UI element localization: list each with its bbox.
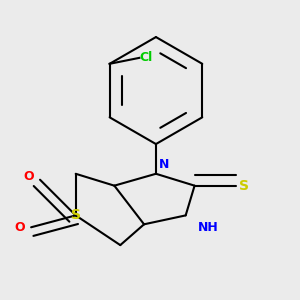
Text: O: O xyxy=(23,170,34,183)
Text: S: S xyxy=(239,179,249,193)
Text: O: O xyxy=(14,221,25,234)
Text: S: S xyxy=(71,208,81,222)
Text: N: N xyxy=(159,158,169,171)
Text: Cl: Cl xyxy=(139,51,153,64)
Text: NH: NH xyxy=(198,221,218,234)
